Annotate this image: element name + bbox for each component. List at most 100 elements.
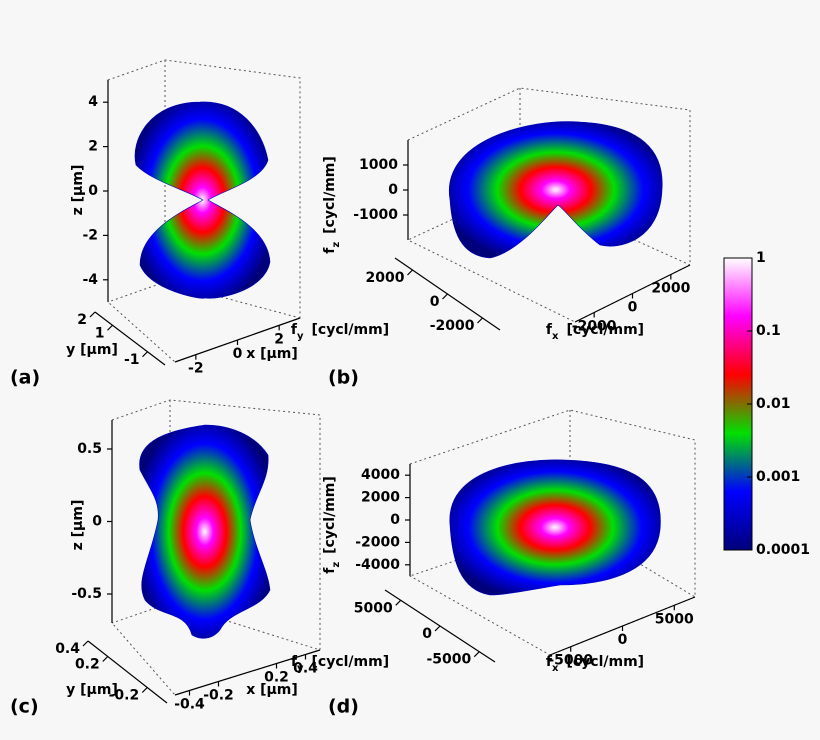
- x-tick-label: 0: [233, 346, 243, 362]
- colorbar-tick-label: 0.1: [756, 323, 781, 339]
- axis-label-symbol: f: [546, 322, 553, 338]
- colorbar-tick-label: 1: [756, 250, 766, 266]
- axis-label-unit: [cycl/mm]: [566, 322, 644, 338]
- tick-mark: [141, 687, 148, 693]
- z-tick-label: 2000: [361, 490, 400, 506]
- y-tick-label: -0.2: [109, 688, 140, 704]
- z-tick-label: 0: [88, 183, 98, 199]
- axis-label: y [μm]: [66, 342, 118, 358]
- surface: [139, 424, 271, 639]
- tick-mark: [407, 269, 413, 276]
- z-tick-label: 1000: [359, 157, 398, 173]
- axis-label-subscript: y: [297, 663, 304, 674]
- z-tick-label: 2: [88, 139, 98, 155]
- panel-label: (c): [10, 696, 39, 718]
- colorbar-tick-label: 0.001: [756, 469, 800, 485]
- tick-mark: [434, 625, 441, 632]
- x-tick-label: -2000: [572, 319, 617, 335]
- tick-mark: [442, 293, 448, 300]
- axis-label-unit: [cycl/mm]: [566, 654, 644, 670]
- axis-label: z [μm]: [70, 165, 86, 216]
- tick-mark: [107, 324, 113, 331]
- axis-label-symbol: f: [291, 654, 298, 670]
- z-tick-label: 0: [388, 182, 398, 198]
- y-tick-label: 1: [95, 325, 105, 341]
- y-tick-label: 5000: [354, 600, 393, 616]
- surface: [134, 101, 271, 299]
- x-tick-label: 2000: [651, 281, 690, 297]
- axis-label-unit: [cycl/mm]: [322, 156, 338, 234]
- z-tick-label: -1000: [353, 207, 398, 223]
- axis-label-subscript: y: [297, 331, 304, 342]
- colorbar-tick-label: 0.0001: [756, 542, 810, 558]
- y-tick-label: 0: [430, 294, 440, 310]
- x-tick-label: -0.2: [203, 688, 234, 704]
- axis-label-symbol: f: [546, 654, 553, 670]
- axis-label-unit: [cycl/mm]: [322, 476, 338, 554]
- axis-label: x [μm]: [246, 682, 298, 698]
- axis-label-unit: [cycl/mm]: [312, 654, 390, 670]
- panel-label: (a): [10, 367, 40, 389]
- y-tick-label: 2000: [366, 270, 405, 286]
- axis-label-symbol: f: [291, 322, 298, 338]
- x-tick-label: 0.4: [293, 661, 318, 677]
- z-tick-label: 0.5: [77, 441, 102, 457]
- y-tick-label: 0: [422, 626, 432, 642]
- y-tick-label: 0.4: [55, 641, 80, 657]
- y-tick-label: -1: [124, 352, 140, 368]
- panel-label: (b): [328, 367, 359, 389]
- axis-label-subscript: z: [331, 562, 342, 568]
- y-axis: [87, 640, 168, 704]
- x-tick-label: 0: [628, 300, 638, 316]
- z-tick-label: 4000: [361, 467, 400, 483]
- axis-label: x [μm]: [246, 346, 298, 362]
- axis-label: fz [cycl/mm]: [322, 156, 342, 254]
- z-tick-label: 0: [92, 514, 102, 530]
- z-tick-label: -2: [82, 227, 98, 243]
- tick-mark: [89, 311, 96, 318]
- tick-mark: [82, 640, 89, 647]
- y-tick-label: -2000: [430, 318, 475, 334]
- surface: [449, 459, 661, 596]
- axis-label: fy [cycl/mm]: [291, 654, 389, 674]
- z-tick-label: -4000: [355, 557, 400, 573]
- x-tick-label: -0.4: [174, 697, 205, 713]
- x-tick-label: 2: [274, 331, 284, 347]
- z-tick-label: 0: [390, 512, 400, 528]
- y-tick-label: 2: [77, 312, 87, 328]
- axis-label-symbol: f: [322, 247, 338, 254]
- tick-mark: [142, 351, 148, 358]
- tick-mark: [395, 599, 402, 606]
- panel-label: (d): [328, 696, 359, 718]
- z-tick-label: -4: [82, 272, 98, 288]
- tick-mark: [473, 651, 480, 658]
- x-tick-label: 5000: [655, 611, 694, 627]
- y-tick-label: -5000: [427, 652, 472, 668]
- tick-mark: [477, 317, 483, 324]
- axis-label: fy [cycl/mm]: [291, 322, 389, 342]
- tick-mark: [102, 656, 109, 662]
- y-tick-label: 0.2: [75, 657, 100, 673]
- axis-label: z [μm]: [70, 500, 86, 551]
- z-tick-label: 4: [88, 94, 98, 110]
- x-tick-label: 0: [618, 632, 628, 648]
- axis-label: fx [cycl/mm]: [546, 654, 644, 674]
- axis-label-subscript: x: [552, 663, 559, 674]
- axis-label: fz [cycl/mm]: [322, 476, 342, 574]
- x-tick-label: -5000: [548, 653, 593, 669]
- x-tick-label: 0.2: [264, 670, 289, 686]
- y-axis: [94, 311, 166, 366]
- x-axis: [174, 649, 321, 696]
- axis-label-subscript: x: [552, 331, 559, 342]
- z-tick-label: -2000: [355, 534, 400, 550]
- x-tick-label: -2: [188, 361, 204, 377]
- z-tick-label: -0.5: [71, 586, 102, 602]
- axis-label: fx [cycl/mm]: [546, 322, 644, 342]
- axis-label-symbol: f: [322, 567, 338, 574]
- axis-label-unit: [cycl/mm]: [312, 322, 390, 338]
- colorbar-tick-label: 0.01: [756, 396, 791, 412]
- surface: [448, 121, 663, 259]
- axis-label-subscript: z: [331, 242, 342, 248]
- axis-label: y [μm]: [66, 682, 118, 698]
